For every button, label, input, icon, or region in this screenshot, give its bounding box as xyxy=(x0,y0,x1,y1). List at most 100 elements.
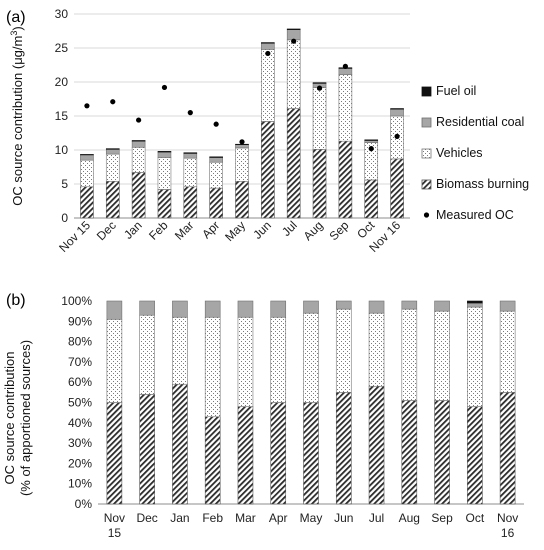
y-tick-label-a: 10 xyxy=(55,143,69,157)
y-tick-label-a: 20 xyxy=(55,75,69,89)
bar-segment-a xyxy=(390,158,404,219)
chart-a: (a) 0 5 10 15 20 25 30 Nov 15 Dec Jan Feb Mar Apr Ma… xyxy=(6,7,529,255)
x-tick-label-a: Jul xyxy=(279,218,300,239)
y-tick-label-b: 60% xyxy=(68,375,92,389)
measured-oc-point xyxy=(394,133,400,139)
bar-segment-b xyxy=(335,300,352,310)
x-tick-label-b: Dec xyxy=(136,511,157,525)
bar-segment-a xyxy=(105,180,120,219)
bar-segment-b xyxy=(172,316,188,385)
bar-segment-b xyxy=(467,306,483,407)
measured-oc-point xyxy=(265,50,271,57)
bar-segment-b xyxy=(368,300,385,314)
bars-a xyxy=(80,28,404,219)
bar-segment-a xyxy=(338,68,353,75)
legend-swatch xyxy=(421,179,432,190)
measured-oc-point xyxy=(187,110,193,116)
bar-segment-b xyxy=(106,318,123,403)
y-ticks-a: 0 5 10 15 20 25 30 xyxy=(55,7,69,225)
bar-segment-b xyxy=(368,312,385,387)
y-axis-label-a-sup: 3 xyxy=(9,31,19,36)
bar-segment-b xyxy=(270,300,287,318)
x-tick-label-a: Jun xyxy=(250,218,274,242)
bar-segment-b xyxy=(303,300,319,314)
x-tick-label-b: Aug xyxy=(399,511,420,525)
bar-segment-a xyxy=(235,180,249,219)
bar-segment-b xyxy=(434,400,450,505)
x-tick-label-a: Dec xyxy=(94,218,119,243)
legend-swatch xyxy=(421,86,432,97)
bar-segment-a xyxy=(209,161,223,189)
x-tick-label-b: Jul xyxy=(369,511,384,525)
bar-segment-a xyxy=(261,42,275,44)
bar-segment-a xyxy=(80,159,94,188)
bar-segment-b xyxy=(204,416,221,505)
y-tick-label-b: 0% xyxy=(75,497,93,511)
bar-segment-b xyxy=(335,392,352,505)
bar-segment-b xyxy=(401,300,418,310)
x-tick-label-b: Oct xyxy=(466,511,485,525)
y-tick-label-b: 30% xyxy=(68,436,92,450)
bars-b xyxy=(98,300,524,505)
bar-segment-a xyxy=(131,140,146,148)
bar-segment-a xyxy=(183,157,198,188)
bar-segment-a xyxy=(209,187,223,219)
y-tick-label-b: 80% xyxy=(68,335,92,349)
x-tick-label-b: Jan xyxy=(170,511,189,525)
bar-segment-b xyxy=(401,400,418,505)
bar-segment-a xyxy=(157,189,172,219)
measured-oc-point xyxy=(84,103,90,109)
bar-segment-a xyxy=(105,153,120,182)
bar-segment-a xyxy=(390,108,404,110)
legend-a: Fuel oil Residential coal Vehicles Biomass … xyxy=(421,84,529,222)
legend-label: Biomass burning xyxy=(436,177,529,191)
bar-segment-b xyxy=(467,300,483,304)
bar-segment-a xyxy=(390,108,404,117)
bar-segment-b xyxy=(499,310,516,393)
x-tick-label-a: May xyxy=(222,218,248,244)
bar-segment-a xyxy=(80,154,94,161)
chart-b: (b) 0% 10% 20% 30% 40% 50% 60% 70% 80% 90% 100% No… xyxy=(2,292,524,540)
x-tick-label-b: Feb xyxy=(202,511,223,525)
bar-segment-a xyxy=(157,151,172,158)
bar-segment-a xyxy=(261,49,275,122)
bar-segment-a xyxy=(261,121,275,219)
bar-segment-a xyxy=(235,144,249,149)
x-ticks-a: Nov 15 Dec Jan Feb Mar Apr May Jun Jul Aug Sep OctN… xyxy=(56,218,403,255)
bar-segment-a xyxy=(80,154,94,156)
bar-segment-b xyxy=(499,392,516,505)
y-tick-label-b: 50% xyxy=(68,396,92,410)
bar-segment-a xyxy=(235,147,249,182)
bar-segment-b xyxy=(368,385,385,505)
measured-oc-point xyxy=(213,121,219,127)
bar-segment-b xyxy=(172,383,188,505)
bar-segment-a xyxy=(157,157,172,190)
y-tick-label-a: 25 xyxy=(55,41,69,55)
bar-segment-b xyxy=(237,406,254,505)
y-axis-label-b-line2: (% of apportioned sources) xyxy=(18,340,33,496)
panel-label-a: (a) xyxy=(6,9,26,26)
bar-segment-b xyxy=(237,316,254,407)
bar-segment-b xyxy=(335,308,352,393)
y-tick-label-a: 15 xyxy=(55,109,69,123)
y-tick-label-a: 30 xyxy=(55,7,69,21)
x-tick-label-b: Nov 15 xyxy=(104,511,125,540)
bar-segment-b xyxy=(499,300,516,312)
bar-segment-b xyxy=(303,402,319,505)
x-tick-label-a: Jan xyxy=(121,218,145,242)
bar-segment-b xyxy=(139,314,155,395)
bar-segment-b xyxy=(204,316,221,418)
bar-segment-a xyxy=(364,139,379,141)
panel-label-b: (b) xyxy=(6,292,26,309)
bar-segment-a xyxy=(338,140,353,219)
legend-marker xyxy=(423,212,430,218)
measured-oc-point xyxy=(110,99,116,105)
x-tick-label-a: Sep xyxy=(327,218,352,243)
bar-segment-a xyxy=(183,153,198,159)
bar-segment-a xyxy=(286,108,301,219)
y-tick-label-b: 100% xyxy=(61,294,92,308)
y-tick-label-b: 10% xyxy=(68,477,92,491)
measured-oc-point xyxy=(316,85,323,91)
bar-segment-b xyxy=(139,394,155,505)
x-tick-label-b: Sep xyxy=(431,511,453,525)
